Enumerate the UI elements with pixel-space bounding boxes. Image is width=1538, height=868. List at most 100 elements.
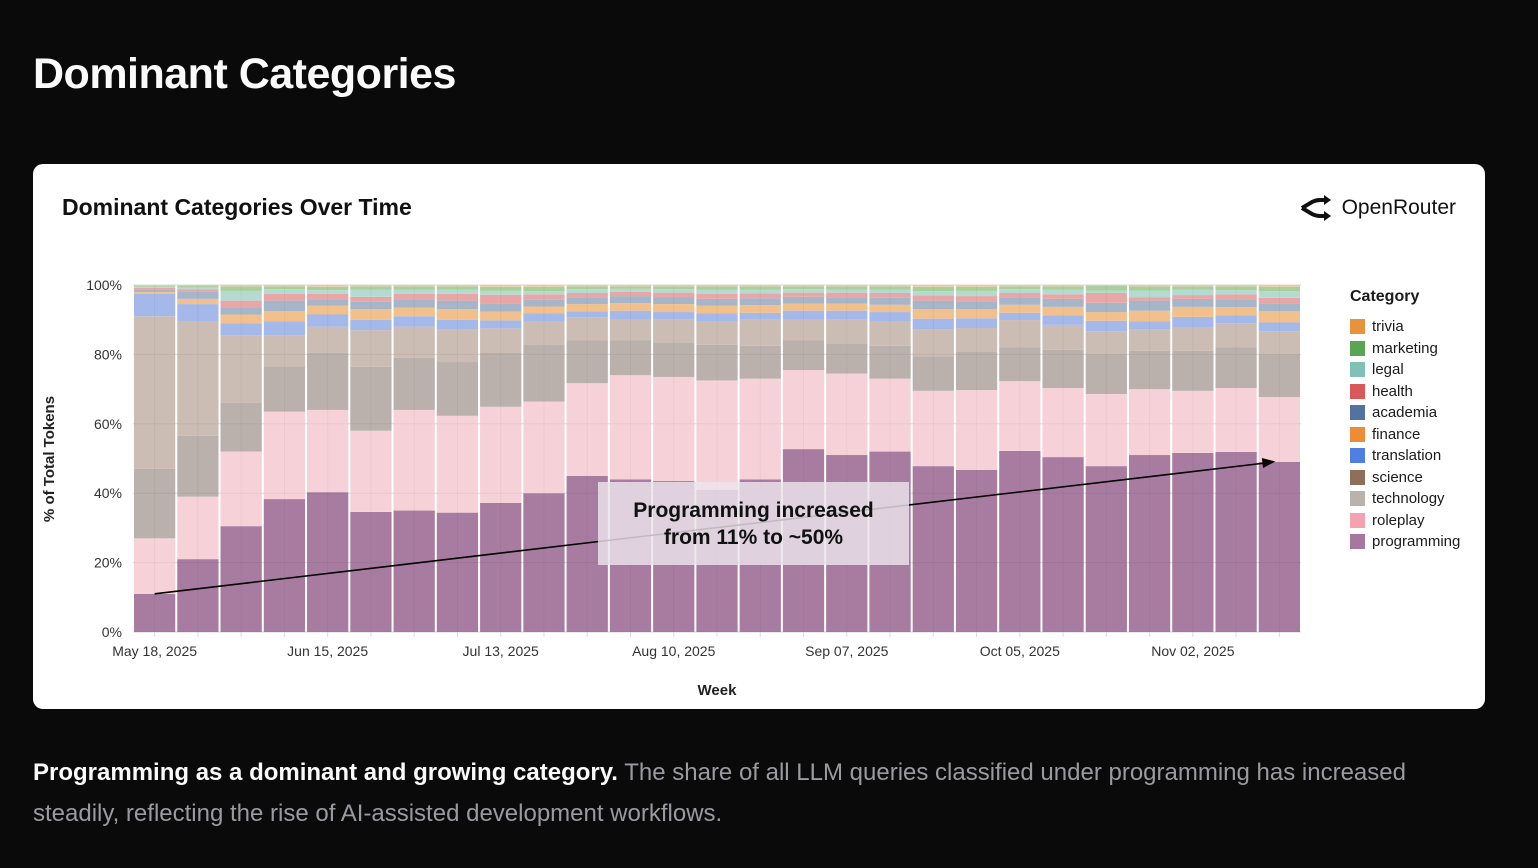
bar-segment-translation	[263, 321, 306, 336]
legend-item-legal[interactable]: legal	[1350, 359, 1460, 381]
bar-segment-science	[1085, 331, 1127, 355]
bar-segment-trivia	[177, 285, 219, 287]
bar-segment-health	[999, 292, 1041, 298]
bar-segment-marketing	[782, 286, 825, 290]
bar-segment-health	[1042, 294, 1084, 299]
x-tick-label: May 18, 2025	[112, 643, 197, 659]
bar-segment-technology	[1085, 354, 1127, 394]
bar-segment-marketing	[307, 286, 349, 291]
bar-segment-marketing	[869, 286, 911, 290]
bar-segment-finance	[393, 307, 435, 317]
legend-item-finance[interactable]: finance	[1350, 424, 1460, 446]
bar-segment-programming	[393, 510, 435, 632]
bar-segment-roleplay	[393, 409, 435, 511]
bar-segment-translation	[1085, 320, 1127, 332]
bar-segment-science	[350, 330, 392, 367]
bar-segment-finance	[782, 303, 825, 311]
bar-segment-technology	[350, 366, 392, 431]
bar-segment-roleplay	[523, 401, 565, 494]
bar-segment-trivia	[826, 285, 868, 287]
openrouter-logo-icon	[1300, 195, 1331, 221]
bar-segment-technology	[869, 345, 911, 379]
bar-segment-translation	[826, 310, 868, 320]
bar-segment-finance	[1085, 312, 1127, 321]
legend-item-academia[interactable]: academia	[1350, 402, 1460, 424]
annotation-line-2: from 11% to ~50%	[663, 525, 844, 549]
legend-label: finance	[1372, 425, 1421, 443]
bar-segment-health	[1085, 292, 1127, 303]
bar-segment-science	[134, 316, 176, 469]
bar-segment-programming	[1258, 461, 1300, 632]
bar-segment-translation	[869, 312, 911, 322]
bar-segment-health	[609, 291, 652, 297]
bar-segment-finance	[263, 311, 306, 322]
bar-segment-roleplay	[177, 496, 219, 560]
bar-segment-finance	[566, 304, 608, 312]
bar-segment-trivia	[1172, 285, 1214, 287]
legend-item-roleplay[interactable]: roleplay	[1350, 510, 1460, 532]
brand-logo[interactable]: OpenRouter	[1300, 194, 1456, 222]
bar-segment-marketing	[609, 286, 652, 289]
legend-item-health[interactable]: health	[1350, 381, 1460, 403]
bar-segment-roleplay	[1215, 388, 1257, 452]
bar-segment-academia	[1042, 298, 1084, 307]
bar-segment-marketing	[826, 286, 868, 290]
x-tick-label: Aug 10, 2025	[632, 643, 716, 659]
bar-segment-legal	[1215, 290, 1257, 295]
bar-segment-trivia	[1215, 285, 1257, 287]
legend-item-trivia[interactable]: trivia	[1350, 316, 1460, 338]
bar-segment-roleplay	[782, 370, 825, 450]
bar-segment-finance	[826, 303, 868, 311]
bar-segment-technology	[480, 353, 522, 407]
legend-item-science[interactable]: science	[1350, 467, 1460, 489]
bar-segment-health	[1258, 297, 1300, 304]
bar-segment-science	[1042, 324, 1084, 350]
bar-segment-academia	[523, 299, 565, 307]
legend-item-technology[interactable]: technology	[1350, 488, 1460, 510]
arrow-head	[1261, 458, 1276, 468]
bar-segment-marketing	[177, 286, 219, 288]
bar-segment-health	[912, 295, 954, 301]
legend-item-translation[interactable]: translation	[1350, 445, 1460, 467]
bar-segment-trivia	[1258, 285, 1300, 287]
bar-segment-roleplay	[609, 375, 652, 480]
bar-segment-legal	[782, 289, 825, 293]
bar-segment-academia	[177, 291, 219, 299]
bar-segment-health	[782, 292, 825, 297]
bar-segment-roleplay	[696, 380, 738, 490]
bar-segment-trivia	[955, 285, 998, 287]
legend-item-programming[interactable]: programming	[1350, 531, 1460, 553]
bar-segment-marketing	[1172, 286, 1214, 290]
bar-segment-legal	[566, 289, 608, 293]
bar-segment-translation	[1042, 315, 1084, 325]
legend-swatch	[1350, 469, 1365, 485]
bar-segment-roleplay	[350, 430, 392, 512]
bar-segment-roleplay	[1172, 390, 1214, 453]
bar-segment-marketing	[350, 286, 392, 290]
bar-segment-roleplay	[436, 415, 479, 513]
legend-item-marketing[interactable]: marketing	[1350, 338, 1460, 360]
bar-segment-programming	[307, 492, 349, 632]
bar-segment-science	[523, 321, 565, 346]
bar-segment-programming	[177, 559, 219, 632]
bar-segment-roleplay	[566, 383, 608, 476]
bar-segment-health	[263, 293, 306, 301]
bar-segment-technology	[609, 340, 652, 376]
bar-segment-legal	[869, 289, 911, 293]
bar-segment-academia	[350, 301, 392, 310]
legend-label: marketing	[1372, 339, 1438, 357]
bar-segment-science	[1215, 323, 1257, 348]
bar-segment-health	[1172, 295, 1214, 299]
bar-segment-translation	[782, 310, 825, 320]
bar-segment-legal	[307, 290, 349, 294]
bar-segment-roleplay	[826, 373, 868, 456]
bar-segment-legal	[696, 289, 738, 295]
bar-segment-roleplay	[1085, 393, 1127, 467]
bar-segment-programming	[912, 466, 954, 632]
bar-segment-roleplay	[869, 378, 911, 452]
bar-segment-trivia	[134, 285, 176, 286]
bar-segment-health	[177, 289, 219, 292]
bar-segment-trivia	[696, 285, 738, 287]
bar-segment-roleplay	[999, 381, 1041, 451]
legend-label: translation	[1372, 447, 1442, 465]
